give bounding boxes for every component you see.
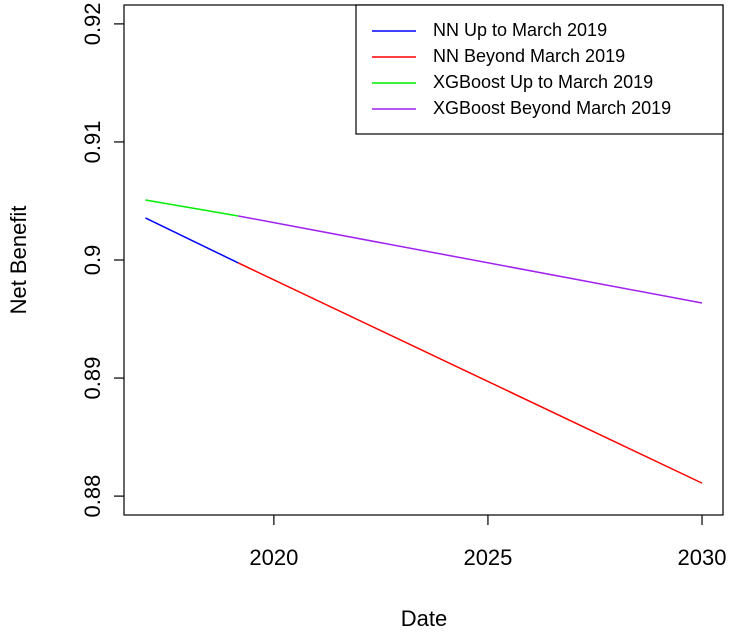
y-tick-label: 0.9 [80, 245, 105, 276]
x-tick-label: 2030 [678, 545, 727, 570]
y-tick-label: 0.91 [80, 121, 105, 164]
y-tick-label: 0.89 [80, 357, 105, 400]
series-line [237, 262, 703, 484]
y-tick-label: 0.88 [80, 475, 105, 518]
series-line [238, 215, 703, 304]
x-tick-label: 2025 [463, 545, 512, 570]
y-axis-label: Net Benefit [6, 206, 31, 315]
x-axis-label: Date [401, 606, 447, 631]
y-tick-label: 0.92 [80, 2, 105, 45]
legend-label: XGBoost Up to March 2019 [433, 72, 653, 92]
legend-label: XGBoost Beyond March 2019 [433, 98, 671, 118]
series-line [145, 217, 239, 264]
x-tick-label: 2020 [249, 545, 298, 570]
legend-label: NN Beyond March 2019 [433, 46, 625, 66]
series-line [145, 199, 239, 217]
legend-label: NN Up to March 2019 [433, 20, 607, 40]
legend-box [355, 4, 724, 135]
